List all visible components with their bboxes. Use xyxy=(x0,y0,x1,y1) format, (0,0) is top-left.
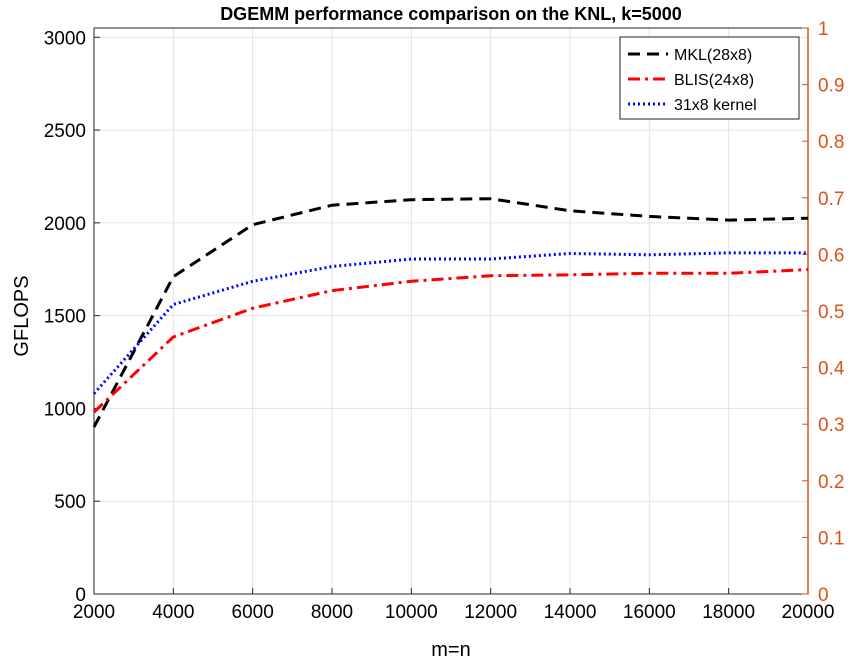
series-line-2 xyxy=(92,268,809,414)
series-line-3 xyxy=(92,251,808,395)
x-tick-label: 12000 xyxy=(464,602,517,623)
y-tick-label: 2000 xyxy=(44,214,86,235)
x-tick-label: 18000 xyxy=(702,602,755,623)
legend-label-1: MKL(28x8) xyxy=(674,47,752,64)
x-tick-label: 20000 xyxy=(782,602,835,623)
x-tick-label: 16000 xyxy=(623,602,676,623)
x-tick-label: 2000 xyxy=(73,602,115,623)
legend-label-3: 31x8 kernel xyxy=(674,97,757,114)
y2-tick-label: 0.8 xyxy=(818,132,844,153)
y2-tick-label: 1 xyxy=(818,19,829,40)
y2-tick-label: 0.4 xyxy=(818,359,845,380)
x-tick-label: 14000 xyxy=(544,602,597,623)
x-tick-label: 6000 xyxy=(232,602,274,623)
y-axis-left: 0 500 1000 1500 2000 2500 3000 xyxy=(44,28,100,606)
y2-tick-label: 0.1 xyxy=(818,528,844,549)
series-line-1 xyxy=(92,197,809,428)
x-tick-label: 10000 xyxy=(385,602,438,623)
x-tick-label: 4000 xyxy=(152,602,194,623)
y-tick-label: 1500 xyxy=(44,307,86,328)
x-axis-title: m=n xyxy=(431,639,470,661)
y-tick-label: 2500 xyxy=(44,121,86,142)
y-axis-right: 0 0.1 0.2 0.3 0.4 0.5 0.6 0.7 0.8 0.9 1 xyxy=(802,19,845,606)
y-tick-label: 3000 xyxy=(44,28,86,49)
y2-tick-label: 0.7 xyxy=(818,189,844,210)
x-tick-label: 8000 xyxy=(311,602,353,623)
y2-tick-label: 0.6 xyxy=(818,245,844,266)
y2-tick-label: 0.5 xyxy=(818,302,844,323)
y2-tick-label: 0.9 xyxy=(818,76,844,97)
y2-tick-label: 0.2 xyxy=(818,472,844,493)
y2-tick-label: 0.3 xyxy=(818,415,844,436)
y-tick-label: 0 xyxy=(75,585,86,606)
x-axis: 2000 4000 6000 8000 10000 12000 14000 16000 1800… xyxy=(73,588,835,623)
chart-title: DGEMM performance comparison on the KNL,… xyxy=(220,4,682,24)
y-tick-label: 1000 xyxy=(44,399,86,420)
series-lines xyxy=(92,197,809,428)
y-tick-label: 500 xyxy=(54,492,86,513)
y-axis-title: GFLOPS xyxy=(11,275,33,356)
legend: MKL(28x8) BLIS(24x8) 31x8 kernel xyxy=(619,36,800,120)
y2-tick-label: 0 xyxy=(818,585,829,606)
legend-label-2: BLIS(24x8) xyxy=(674,72,754,89)
